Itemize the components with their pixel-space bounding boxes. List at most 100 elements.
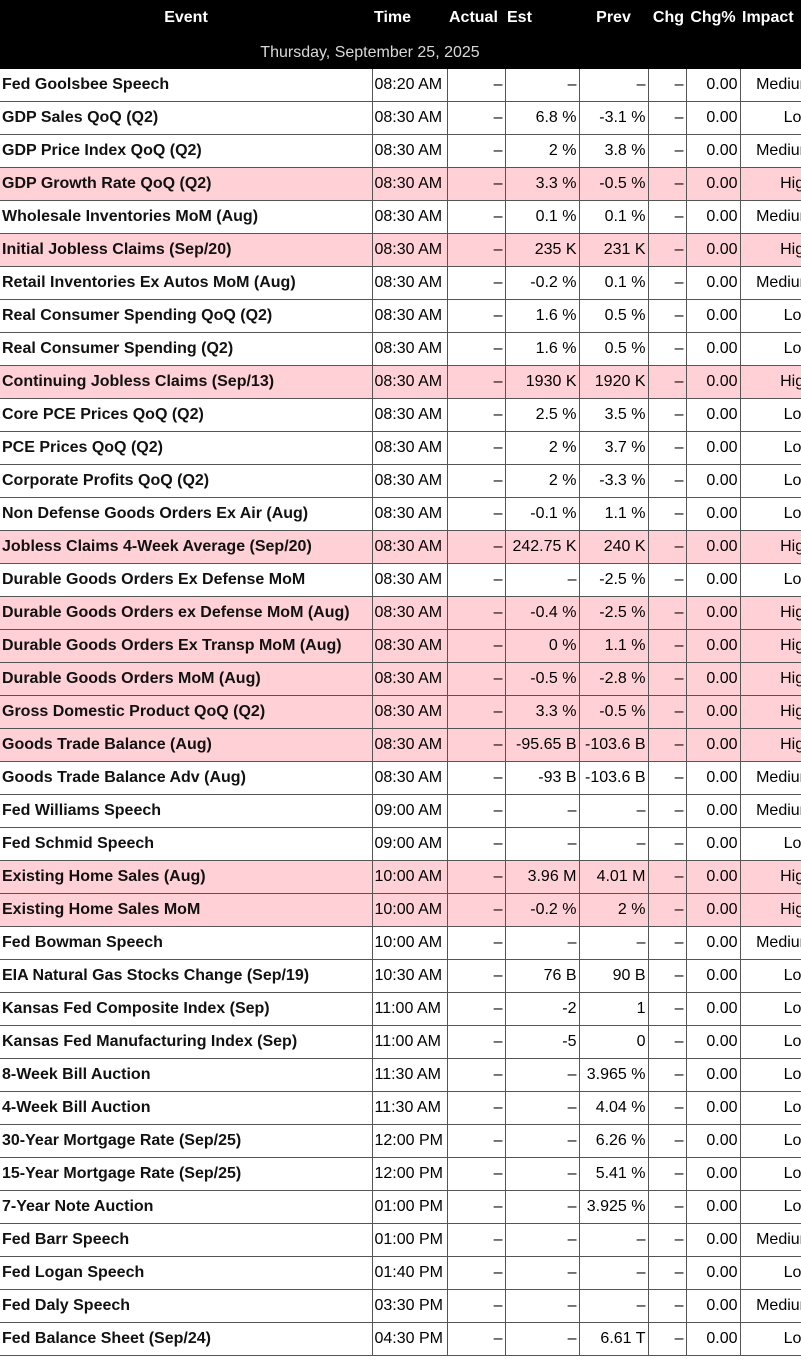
column-header-chg-pct[interactable]: Chg% — [686, 0, 740, 36]
event-name-cell: Fed Daly Speech — [0, 1289, 373, 1323]
table-row[interactable]: Corporate Profits QoQ (Q2) 08:30 AM –2 % -3… — [0, 464, 801, 498]
table-row[interactable]: 8-Week Bill Auction 11:30 AM – –3.965 % –0.0… — [0, 1058, 801, 1092]
table-row[interactable]: GDP Sales QoQ (Q2) 08:30 AM –6.8 % -3.1 % –0… — [0, 101, 801, 135]
table-row[interactable]: GDP Growth Rate QoQ (Q2) 08:30 AM –3.3 % -0… — [0, 167, 801, 201]
estimate-cell: – — [505, 1058, 580, 1092]
table-row[interactable]: Retail Inventories Ex Autos MoM (Aug) 08:… — [0, 266, 801, 300]
change-percent-cell: 0.00 — [686, 1058, 741, 1092]
event-name-cell: Real Consumer Spending (Q2) — [0, 332, 373, 366]
table-row[interactable]: Real Consumer Spending (Q2) 08:30 AM –1.6 … — [0, 332, 801, 366]
table-row[interactable]: Durable Goods Orders ex Defense MoM (Aug… — [0, 596, 801, 630]
actual-cell: – — [447, 662, 506, 696]
event-name-cell: Core PCE Prices QoQ (Q2) — [0, 398, 373, 432]
table-row[interactable]: Continuing Jobless Claims (Sep/13) 08:30 … — [0, 365, 801, 399]
impact-cell: Medium — [740, 1223, 801, 1257]
table-row[interactable]: Existing Home Sales (Aug) 10:00 AM –3.96 M… — [0, 860, 801, 894]
date-row-spacer — [740, 36, 801, 69]
column-header-time[interactable]: Time — [372, 0, 447, 36]
table-row[interactable]: Goods Trade Balance (Aug) 08:30 AM – -95.65… — [0, 728, 801, 762]
column-header-chg[interactable]: Chg — [648, 0, 686, 36]
estimate-cell: – — [505, 926, 580, 960]
table-row[interactable]: Fed Goolsbee Speech 08:20 AM – – – –0.00 Mediu… — [0, 69, 801, 102]
actual-cell: – — [447, 1289, 506, 1323]
time-cell: 08:30 AM — [372, 200, 448, 234]
table-row[interactable]: Initial Jobless Claims (Sep/20) 08:30 AM –… — [0, 233, 801, 267]
change-cell: – — [648, 1058, 687, 1092]
table-row[interactable]: Existing Home Sales MoM 10:00 AM – -0.2 % 2 … — [0, 893, 801, 927]
change-cell: – — [648, 134, 687, 168]
table-row[interactable]: Wholesale Inventories MoM (Aug) 08:30 AM –… — [0, 200, 801, 234]
impact-cell: Low — [740, 431, 801, 465]
table-row[interactable]: Durable Goods Orders Ex Defense MoM 08:30… — [0, 563, 801, 597]
change-percent-cell: 0.00 — [686, 398, 741, 432]
time-cell: 01:00 PM — [372, 1223, 448, 1257]
table-row[interactable]: Fed Balance Sheet (Sep/24) 04:30 PM – –6.61… — [0, 1322, 801, 1356]
actual-cell: – — [447, 299, 506, 333]
column-header-est[interactable]: Est — [505, 0, 579, 36]
time-cell: 09:00 AM — [372, 827, 448, 861]
table-row[interactable]: Non Defense Goods Orders Ex Air (Aug) 08:… — [0, 497, 801, 531]
table-row[interactable]: Fed Williams Speech 09:00 AM – – – –0.00 Mediu… — [0, 794, 801, 828]
table-row[interactable]: 30-Year Mortgage Rate (Sep/25) 12:00 PM – –… — [0, 1124, 801, 1158]
table-row[interactable]: EIA Natural Gas Stocks Change (Sep/19) 10… — [0, 959, 801, 993]
change-cell: – — [648, 959, 687, 993]
time-cell: 11:00 AM — [372, 992, 448, 1026]
table-row[interactable]: Core PCE Prices QoQ (Q2) 08:30 AM –2.5 % 3.… — [0, 398, 801, 432]
change-cell: – — [648, 893, 687, 927]
event-name-cell: 15-Year Mortgage Rate (Sep/25) — [0, 1157, 373, 1191]
table-row[interactable]: Real Consumer Spending QoQ (Q2) 08:30 AM –… — [0, 299, 801, 333]
time-cell: 08:30 AM — [372, 167, 448, 201]
estimate-cell: 1.6 % — [505, 332, 580, 366]
previous-cell: 1 — [579, 992, 649, 1026]
previous-cell: 0.1 % — [579, 266, 649, 300]
change-cell: – — [648, 332, 687, 366]
table-row[interactable]: 7-Year Note Auction 01:00 PM – –3.925 % –0.0… — [0, 1190, 801, 1224]
change-cell: – — [648, 167, 687, 201]
previous-cell: – — [579, 1223, 649, 1257]
table-row[interactable]: Durable Goods Orders MoM (Aug) 08:30 AM – -… — [0, 662, 801, 696]
table-row[interactable]: Durable Goods Orders Ex Transp MoM (Aug)… — [0, 629, 801, 663]
estimate-cell: – — [505, 1223, 580, 1257]
impact-cell: High — [740, 662, 801, 696]
time-cell: 12:00 PM — [372, 1124, 448, 1158]
table-row[interactable]: Gross Domestic Product QoQ (Q2) 08:30 AM –… — [0, 695, 801, 729]
table-row[interactable]: 4-Week Bill Auction 11:30 AM – –4.04 % –0.00… — [0, 1091, 801, 1125]
actual-cell: – — [447, 1157, 506, 1191]
column-header-impact[interactable]: Impact — [740, 0, 801, 36]
impact-cell: Low — [740, 563, 801, 597]
impact-cell: Low — [740, 299, 801, 333]
change-percent-cell: 0.00 — [686, 1256, 741, 1290]
table-row[interactable]: Jobless Claims 4-Week Average (Sep/20) 08… — [0, 530, 801, 564]
table-row[interactable]: Goods Trade Balance Adv (Aug) 08:30 AM – -9… — [0, 761, 801, 795]
table-row[interactable]: PCE Prices QoQ (Q2) 08:30 AM –2 % 3.7 % –0.0… — [0, 431, 801, 465]
change-cell: – — [648, 69, 687, 102]
table-row[interactable]: Kansas Fed Manufacturing Index (Sep) 11:0… — [0, 1025, 801, 1059]
actual-cell: – — [447, 794, 506, 828]
actual-cell: – — [447, 1256, 506, 1290]
table-row[interactable]: 15-Year Mortgage Rate (Sep/25) 12:00 PM – –… — [0, 1157, 801, 1191]
table-row[interactable]: Kansas Fed Composite Index (Sep) 11:00 AM… — [0, 992, 801, 1026]
time-cell: 08:30 AM — [372, 431, 448, 465]
column-header-event[interactable]: Event — [0, 0, 372, 36]
table-row[interactable]: GDP Price Index QoQ (Q2) 08:30 AM –2 % 3.8 … — [0, 134, 801, 168]
previous-cell: 1920 K — [579, 365, 649, 399]
time-cell: 08:30 AM — [372, 101, 448, 135]
change-percent-cell: 0.00 — [686, 827, 741, 861]
column-header-actual[interactable]: Actual — [447, 0, 505, 36]
previous-cell: -2.5 % — [579, 563, 649, 597]
column-header-prev[interactable]: Prev — [579, 0, 648, 36]
change-percent-cell: 0.00 — [686, 563, 741, 597]
time-cell: 10:00 AM — [372, 893, 448, 927]
time-cell: 08:30 AM — [372, 266, 448, 300]
change-percent-cell: 0.00 — [686, 761, 741, 795]
event-name-cell: Durable Goods Orders Ex Defense MoM — [0, 563, 373, 597]
estimate-cell: 1.6 % — [505, 299, 580, 333]
estimate-cell: – — [505, 1256, 580, 1290]
previous-cell: 0.5 % — [579, 299, 649, 333]
event-name-cell: 7-Year Note Auction — [0, 1190, 373, 1224]
